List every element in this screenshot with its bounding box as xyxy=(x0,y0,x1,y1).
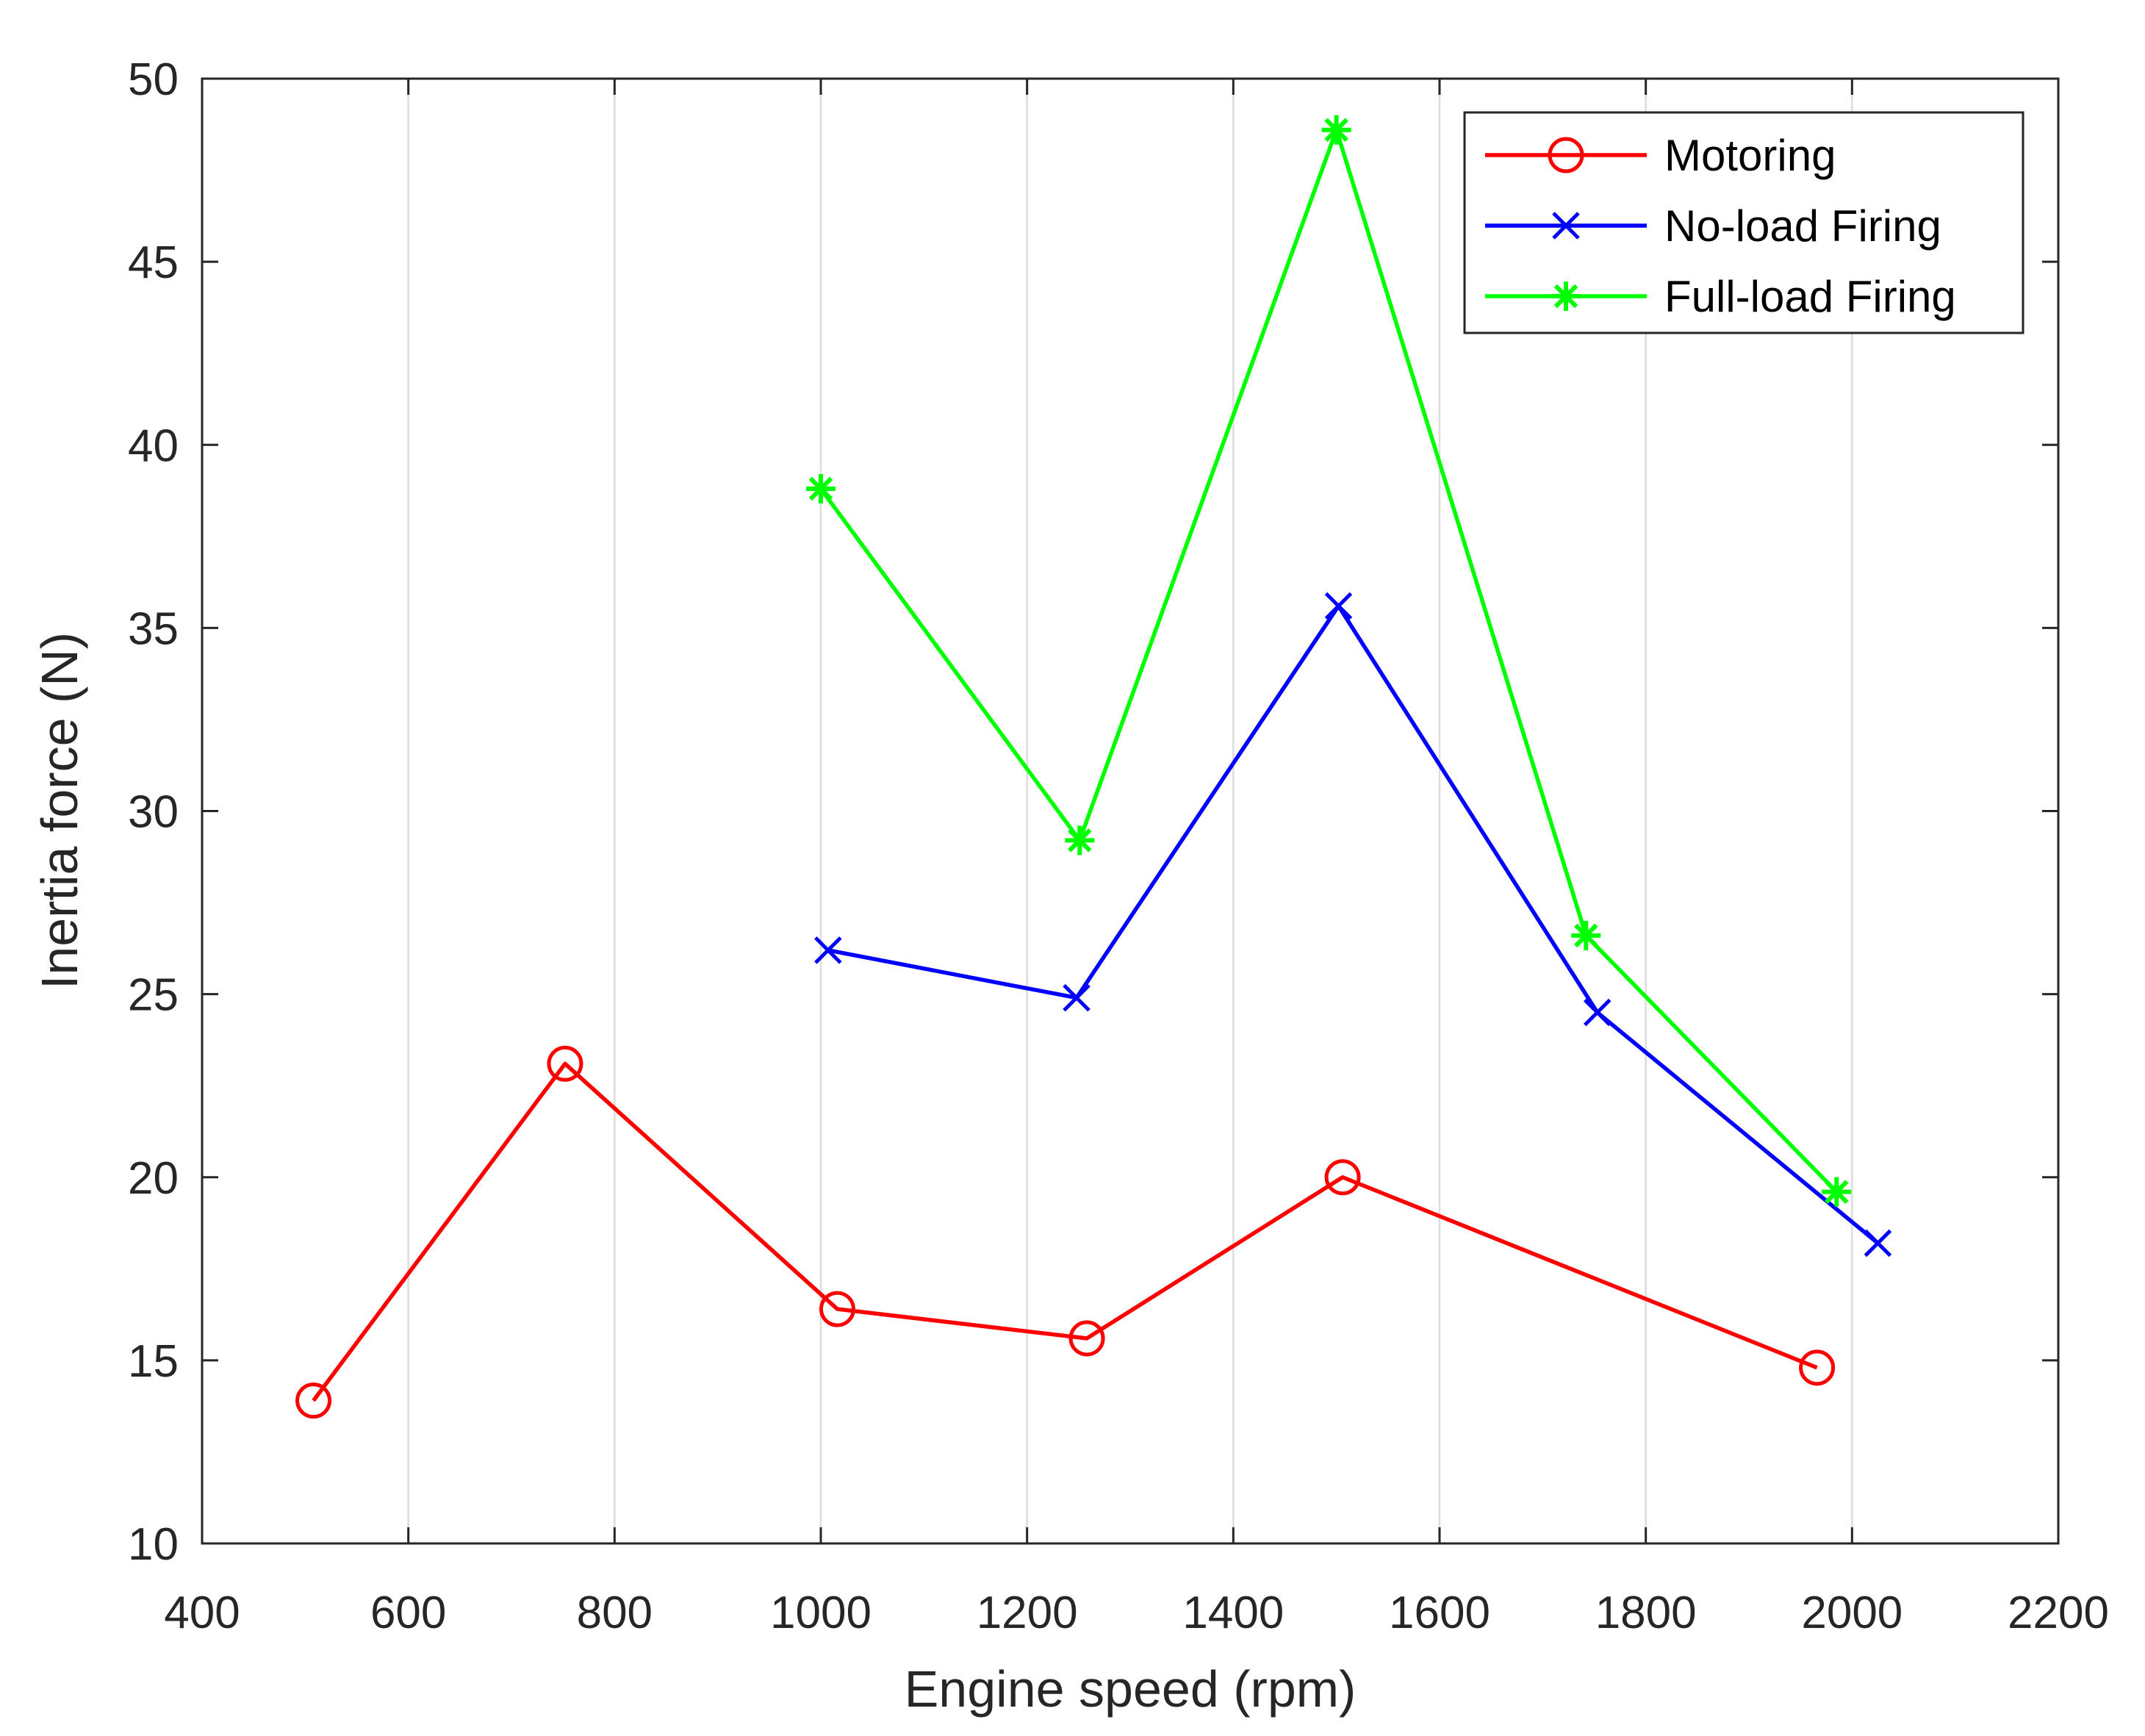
x-tick-label: 800 xyxy=(577,1588,653,1638)
x-tick-label: 400 xyxy=(164,1588,240,1638)
data-point xyxy=(295,1382,332,1419)
x-tick-label: 600 xyxy=(370,1588,446,1638)
x-tick-label: 2200 xyxy=(2008,1588,2109,1638)
y-tick-label: 35 xyxy=(128,603,179,654)
legend: Motoring No-load Firing Full-load Firing xyxy=(1463,111,2024,334)
data-point xyxy=(1822,1177,1852,1207)
y-tick-label: 50 xyxy=(128,54,179,105)
legend-marker xyxy=(1548,137,1584,173)
data-point xyxy=(1324,592,1353,620)
legend-label: Motoring xyxy=(1664,131,1836,180)
data-point xyxy=(1065,825,1095,856)
data-point xyxy=(547,1045,583,1082)
legend-marker xyxy=(1551,281,1581,311)
legend-item: Motoring xyxy=(1485,131,1836,180)
data-point xyxy=(1063,983,1091,1012)
legend-label: Full-load Firing xyxy=(1664,272,1956,321)
legend-item: No-load Firing xyxy=(1485,201,1941,251)
axis-ticks: 400 600 800 1000 1200 1400 1600 1800 2000 2200 10 1… xyxy=(128,54,2109,1638)
legend-marker xyxy=(1552,212,1580,240)
series-line xyxy=(312,1061,1818,1402)
y-tick-label: 20 xyxy=(128,1153,179,1204)
y-tick-label: 15 xyxy=(128,1336,179,1387)
x-tick-label: 2000 xyxy=(1801,1588,1903,1638)
x-tick-label: 1000 xyxy=(770,1588,872,1638)
y-tick-label: 10 xyxy=(128,1519,179,1570)
legend-label: No-load Firing xyxy=(1664,201,1941,251)
legend-item: Full-load Firing xyxy=(1485,272,1956,321)
x-tick-label: 1600 xyxy=(1389,1588,1490,1638)
series-no-load-firing xyxy=(814,592,1892,1258)
y-tick-label: 30 xyxy=(128,787,179,838)
series-full-load-firing xyxy=(806,115,1852,1207)
y-tick-label: 45 xyxy=(128,237,179,288)
series-motoring xyxy=(295,1045,1836,1419)
y-tick-label: 25 xyxy=(128,970,179,1021)
data-point xyxy=(1324,1159,1361,1196)
x-tick-label: 1800 xyxy=(1595,1588,1697,1638)
data-point xyxy=(1799,1349,1836,1386)
x-tick-label: 1400 xyxy=(1182,1588,1284,1638)
data-point xyxy=(1583,998,1612,1027)
data-point xyxy=(1864,1229,1892,1258)
y-tick-label: 40 xyxy=(128,420,179,471)
data-point xyxy=(819,1291,855,1327)
data-point xyxy=(814,936,842,964)
data-point xyxy=(806,474,836,504)
data-point xyxy=(1321,115,1351,145)
y-axis-label: Inertia force (N) xyxy=(31,632,88,989)
x-axis-label: Engine speed (rpm) xyxy=(905,1660,1357,1718)
x-tick-label: 1200 xyxy=(977,1588,1078,1638)
data-point xyxy=(1068,1320,1105,1357)
series-layer xyxy=(295,115,1892,1419)
data-point xyxy=(1571,920,1601,950)
